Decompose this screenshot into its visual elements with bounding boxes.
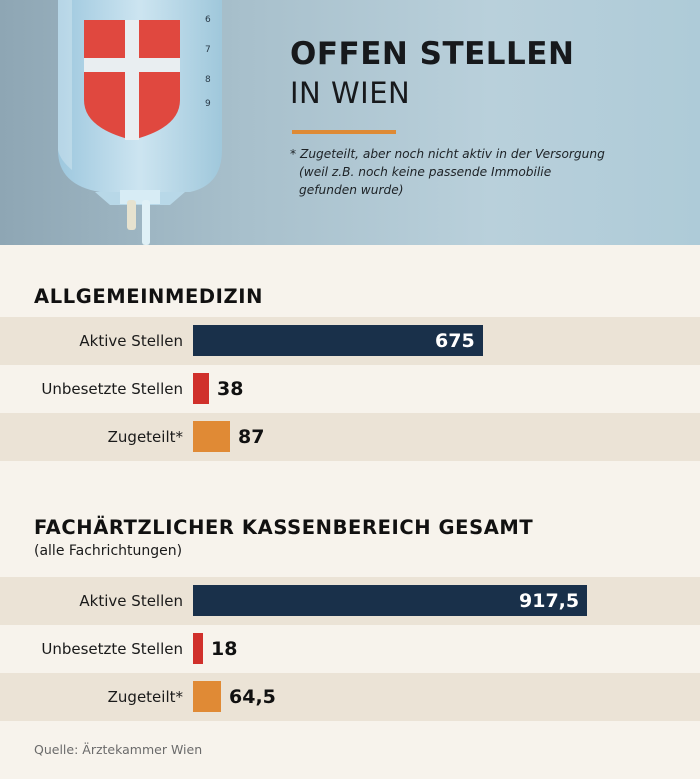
- chart-title: FACHÄRTZLICHER KASSENBEREICH GESAMT: [34, 516, 534, 539]
- category-label: Unbesetzte Stellen: [41, 640, 183, 658]
- chart-subtitle: (alle Fachrichtungen): [34, 543, 183, 559]
- category-label: Zugeteilt*: [107, 428, 183, 446]
- category-label: Aktive Stellen: [79, 332, 183, 350]
- category-label: Zugeteilt*: [107, 688, 183, 706]
- bar: [193, 373, 209, 404]
- page-subtitle: IN WIEN: [290, 76, 411, 110]
- category-label: Unbesetzte Stellen: [41, 380, 183, 398]
- chart-row: Unbesetzte Stellen 18: [0, 625, 700, 673]
- chart-title: ALLGEMEINMEDIZIN: [34, 285, 264, 308]
- data-label: 18: [211, 638, 238, 660]
- footnote: * Zugeteilt, aber noch nicht aktiv in de…: [290, 145, 650, 199]
- bar: [193, 421, 230, 452]
- bar: [193, 681, 221, 712]
- chart-row: Zugeteilt* 64,5: [0, 673, 700, 721]
- data-label: 87: [238, 426, 265, 448]
- bar: [193, 585, 587, 616]
- data-label: 917,5: [519, 590, 580, 612]
- scale-mark: 8: [205, 75, 211, 85]
- chart-row: Aktive Stellen 917,5: [0, 577, 700, 625]
- infusion-bag-icon: 6 7 8 9: [58, 0, 222, 245]
- header-banner: 6 7 8 9 OFFEN STELLEN IN WIEN * Zugeteil…: [0, 0, 700, 245]
- bag-scale: 6 7 8 9: [205, 15, 211, 109]
- chart-row: Zugeteilt* 87: [0, 413, 700, 461]
- footnote-line: (weil z.B. noch keine passende Immobilie: [299, 165, 552, 179]
- chart-row: Unbesetzte Stellen 38: [0, 365, 700, 413]
- footnote-line: * Zugeteilt, aber noch nicht aktiv in de…: [290, 147, 605, 161]
- scale-mark: 9: [205, 99, 211, 109]
- scale-mark: 6: [205, 15, 211, 25]
- bar: [193, 633, 203, 664]
- data-label: 675: [435, 330, 475, 352]
- footnote-line: gefunden wurde): [299, 183, 404, 197]
- data-label: 38: [217, 378, 244, 400]
- scale-mark: 7: [205, 45, 211, 55]
- bar: [193, 325, 483, 356]
- title-rule: [292, 130, 396, 134]
- category-label: Aktive Stellen: [79, 592, 183, 610]
- data-label: 64,5: [229, 686, 276, 708]
- page-title: OFFEN STELLEN: [290, 36, 575, 72]
- chart-row: Aktive Stellen 675: [0, 317, 700, 365]
- source-note: Quelle: Ärztekammer Wien: [34, 742, 203, 757]
